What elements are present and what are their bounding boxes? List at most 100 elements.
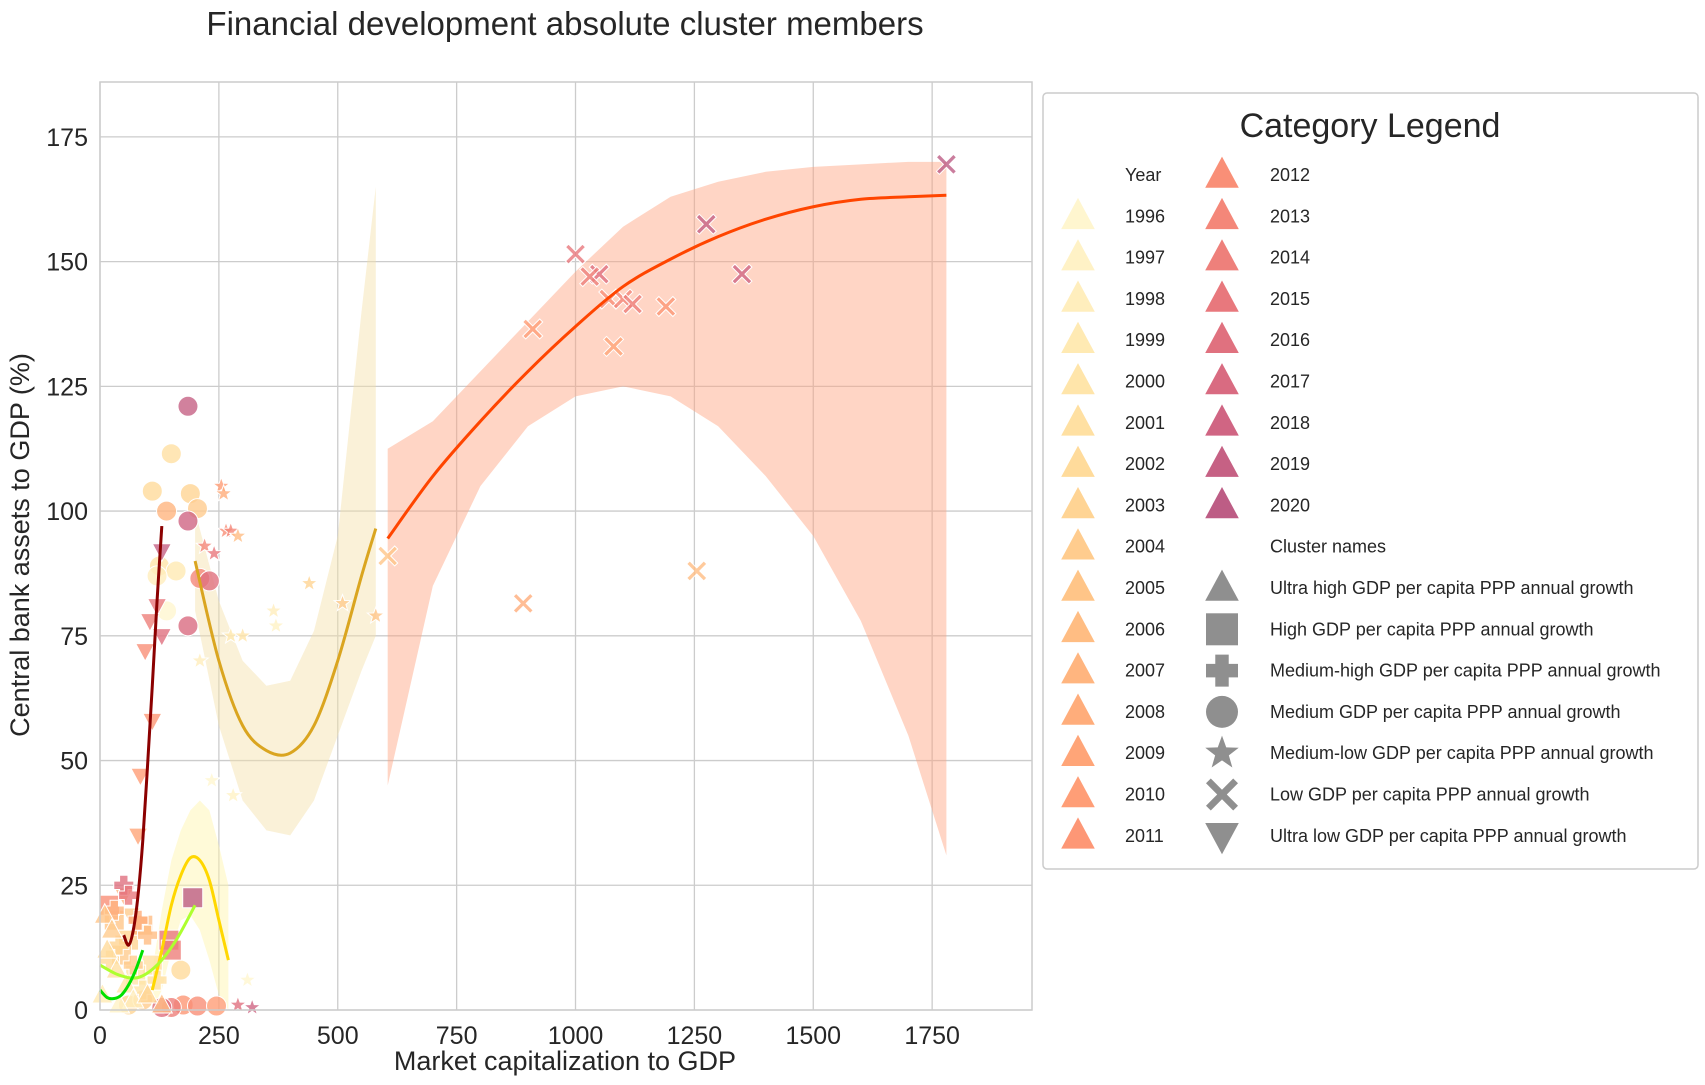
- legend-header: Year: [1125, 165, 1161, 185]
- point-star: [211, 475, 232, 495]
- legend-marker-circle: [1206, 695, 1238, 728]
- point-star: [332, 593, 353, 612]
- legend-marker-triangle-up: [1061, 734, 1095, 766]
- legend-marker-x: [1206, 778, 1238, 811]
- legend-label: 2004: [1125, 537, 1165, 557]
- legend-marker-triangle-up: [1061, 404, 1095, 436]
- point-plus: [137, 924, 159, 946]
- legend-marker-triangle-up: [1061, 652, 1095, 684]
- x-tick-label: 1000: [548, 1022, 604, 1050]
- legend-label: 2009: [1125, 743, 1165, 763]
- legend-marker-triangle-up: [1205, 156, 1239, 188]
- point-star: [237, 969, 258, 989]
- point-star: [213, 483, 234, 502]
- point-star: [223, 785, 243, 804]
- x-tick-label: 1250: [667, 1022, 723, 1050]
- legend-marker-square: [1206, 613, 1238, 646]
- legend-label: 2006: [1125, 619, 1165, 639]
- legend-marker-triangle-up: [1205, 445, 1239, 477]
- point-x: [731, 263, 753, 285]
- legend-marker-triangle-up: [1061, 487, 1095, 519]
- point-x: [686, 560, 708, 582]
- legend-label: 1999: [1125, 330, 1165, 350]
- point-plus: [127, 909, 149, 931]
- plot-frame: [99, 81, 1033, 1011]
- point-x: [602, 335, 625, 358]
- point-star: [201, 770, 222, 789]
- legend-label: 2013: [1270, 206, 1310, 226]
- legend-marker-triangle-up: [1205, 197, 1239, 230]
- point-plus: [118, 884, 140, 906]
- legend-label: 2005: [1125, 578, 1165, 598]
- confidence-band: [195, 186, 376, 836]
- legend-marker-triangle-up: [1061, 817, 1095, 849]
- x-tick-label: 1750: [904, 1022, 960, 1050]
- y-axis-title: Central bank assets to GDP (%): [5, 353, 35, 737]
- x-tick-label: 1500: [785, 1022, 841, 1050]
- legend-marker-triangle-up: [1061, 197, 1095, 230]
- y-tick-label: 25: [60, 872, 88, 900]
- legend-label: Medium-high GDP per capita PPP annual gr…: [1270, 661, 1661, 681]
- point-star: [190, 650, 210, 670]
- point-circle: [160, 443, 182, 465]
- legend-marker-triangle-up: [1061, 280, 1095, 312]
- legend-label: 1996: [1125, 206, 1165, 226]
- point-triangle-up: [95, 937, 119, 959]
- legend-label: 2001: [1125, 413, 1165, 433]
- x-tick-label: 500: [317, 1022, 359, 1050]
- point-x: [579, 265, 601, 288]
- point-x: [695, 213, 717, 235]
- legend-label: 2014: [1270, 248, 1310, 268]
- legend-label: 2015: [1270, 289, 1310, 309]
- legend-marker-triangle-up: [1061, 321, 1095, 353]
- legend-label: 2012: [1270, 165, 1310, 185]
- legend-marker-triangle-up: [1061, 693, 1095, 725]
- legend-label: 2017: [1270, 372, 1310, 392]
- legend-label: 2007: [1125, 661, 1165, 681]
- point-x: [621, 293, 644, 315]
- legend-label: 2018: [1270, 413, 1310, 433]
- legend-label: 2010: [1125, 785, 1165, 805]
- point-plus: [146, 969, 168, 991]
- point-star: [366, 605, 386, 625]
- x-tick-label: 250: [198, 1022, 240, 1050]
- point-circle: [206, 995, 227, 1017]
- legend-marker-triangle-up: [1205, 239, 1239, 271]
- legend-marker-triangle-up: [1061, 528, 1095, 560]
- point-circle: [141, 480, 163, 502]
- legend-marker-triangle-up: [1205, 487, 1239, 519]
- point-triangle-down: [151, 628, 173, 648]
- legend-label: 2003: [1125, 495, 1165, 515]
- legend-label: 2016: [1270, 330, 1310, 350]
- legend-marker-triangle-up: [1061, 363, 1095, 395]
- legend-label: 2020: [1270, 495, 1310, 515]
- point-x: [376, 545, 399, 567]
- y-tick-label: 100: [46, 498, 88, 526]
- legend-marker-triangle-up: [1205, 569, 1239, 601]
- chart-title: Financial development absolute cluster m…: [206, 5, 923, 42]
- legend-marker-triangle-up: [1061, 569, 1095, 601]
- fit-line: [99, 904, 197, 980]
- legend-marker-triangle-up: [1205, 280, 1239, 312]
- point-star: [194, 535, 215, 555]
- legend-label: Medium-low GDP per capita PPP annual gro…: [1270, 743, 1654, 763]
- legend-label: 2011: [1125, 826, 1164, 846]
- point-star: [242, 997, 262, 1016]
- legend-label: 2002: [1125, 454, 1165, 474]
- y-tick-label: 150: [46, 249, 88, 277]
- legend-label: Medium GDP per capita PPP annual growth: [1270, 702, 1621, 722]
- legend-marker-triangle-up: [1061, 610, 1095, 643]
- legend-label: Low GDP per capita PPP annual growth: [1270, 785, 1590, 805]
- y-tick-label: 125: [46, 373, 88, 401]
- point-star: [204, 543, 224, 562]
- point-triangle-down: [134, 643, 156, 663]
- legend-marker-triangle-up: [1205, 404, 1239, 436]
- legend-header: Cluster names: [1270, 537, 1386, 557]
- legend-marker-triangle-up: [1205, 321, 1239, 353]
- tick-labels: 0 250 500 750 1000 1250 1500 1750 0 25 50 75 100 125 1…: [46, 124, 960, 1050]
- point-circle: [156, 500, 178, 522]
- legend: Category Legend Year 1996 1997 1998 1999 2000…: [1042, 92, 1699, 870]
- legend-marker-triangle-up: [1061, 239, 1095, 271]
- legend-label: Ultra low GDP per capita PPP annual grow…: [1270, 826, 1627, 846]
- point-triangle-up: [136, 982, 159, 1004]
